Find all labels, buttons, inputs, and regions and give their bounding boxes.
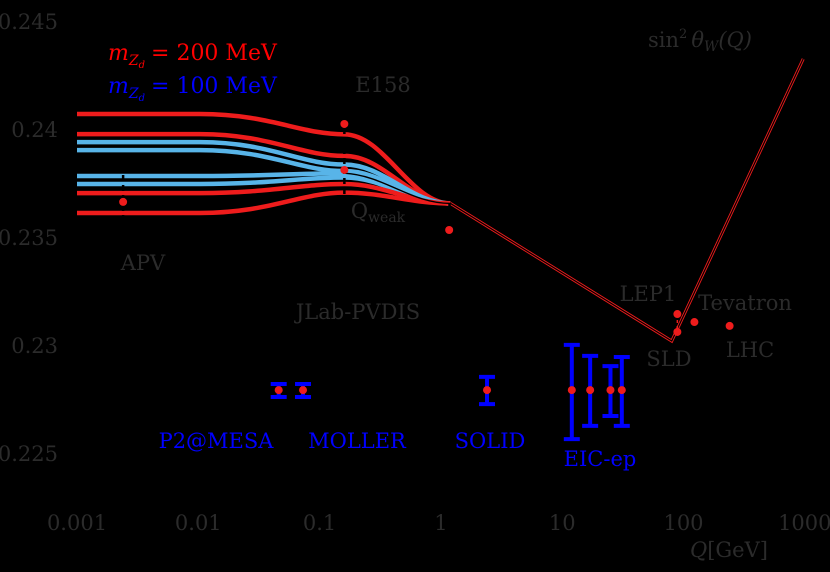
future-label: EIC-ep [564,447,637,471]
point-label: SLD [646,347,691,371]
sm-curve [344,58,805,344]
measurement-points [119,119,734,336]
point-label: JLab-PVDIS [294,300,420,324]
legend-100-mev: mZd = 100 MeV [108,74,278,104]
legend-200-mev: mZd = 200 MeV [108,41,278,71]
y-tick-label: 0.225 [0,442,58,466]
curve-gaps [121,118,451,218]
data-point [445,226,454,235]
legend: mZd = 200 MeV mZd = 100 MeV [108,41,278,104]
x-tick-label: 1 [434,511,447,535]
y-tick-label: 0.23 [11,334,58,358]
data-point [340,119,349,128]
point-label: LEP1 [620,282,677,306]
red-curve [77,190,451,216]
projected-point [617,386,626,395]
x-tick-label: 100 [663,511,703,535]
curve-title: sin2 θW(Q) [648,27,752,55]
x-tick-label: 0.01 [175,511,222,535]
y-axis-ticks: 0.245 0.24 0.235 0.23 0.225 [0,10,58,466]
x-tick-label: 1000 [778,511,830,535]
y-tick-label: 0.235 [0,226,58,250]
projected-point [483,386,492,395]
point-label: E158 [355,73,410,97]
projected-point [606,386,615,395]
y-tick-label: 0.245 [0,10,58,34]
y-tick-label: 0.24 [11,118,58,142]
point-labels: APV E158 Qweak JLab-PVDIS LEP1 SLD Tevatron LHC… [120,73,792,471]
future-label: P2@MESA [159,429,275,453]
point-label: LHC [726,338,774,362]
x-tick-label: 0.1 [303,511,336,535]
x-tick-label: 10 [549,511,576,535]
red-curve [77,181,451,206]
future-label: SOLID [455,429,526,453]
point-label: APV [120,251,166,275]
projected-point [586,386,595,395]
projected-point [274,386,283,395]
data-point [340,165,349,174]
future-points [270,342,630,442]
x-axis-ticks: 0.001 0.01 0.1 1 10 100 1000 [47,511,830,535]
point-label: Tevatron [698,291,792,315]
projected-point [299,386,308,395]
red-curve [77,111,451,206]
future-label: MOLLER [308,429,407,453]
band-curves [77,111,451,216]
data-point [119,197,128,206]
data-point [673,327,682,336]
sm-curve-inner [450,58,804,342]
x-axis-label: Q[GeV] [690,538,768,562]
data-point [725,321,734,330]
sm-curve-low [344,172,451,205]
x-tick-label: 0.001 [47,511,107,535]
point-label: Qweak [351,199,406,226]
data-point [690,318,699,327]
projected-point [567,386,576,395]
